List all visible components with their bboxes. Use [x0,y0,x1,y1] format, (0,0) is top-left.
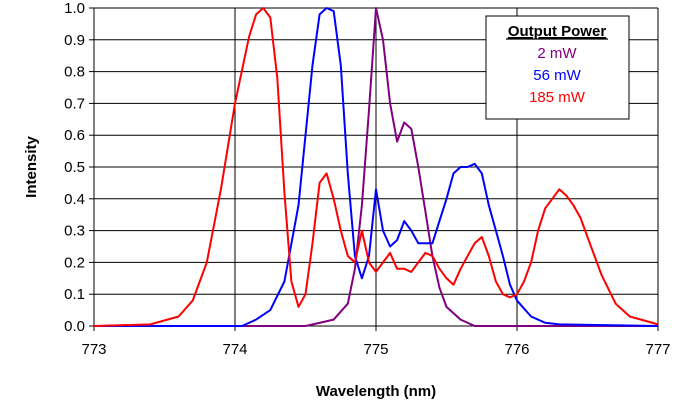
y-tick-label-0.3: 0.3 [64,223,85,240]
x-tick-label-775: 775 [363,341,388,358]
y-tick-label-0.4: 0.4 [64,191,85,208]
legend-entry-56mw: 56 mW [533,67,581,84]
x-tick-label-774: 774 [222,341,247,358]
x-axis-title: Wavelength (nm) [316,383,436,400]
y-tick-label-1.0: 1.0 [64,0,85,17]
series-line-185mw [93,7,659,327]
legend: Output Power 2 mW 56 mW 185 mW [485,15,630,120]
x-tick-label-773: 773 [81,341,106,358]
series-lines [93,7,659,327]
legend-entry-2mw: 2 mW [537,45,577,62]
y-tick-label-0.1: 0.1 [64,286,85,303]
y-axis-title: Intensity [23,136,40,198]
tick-labels: 0.0 0.1 0.2 0.3 0.4 0.5 0.6 0.7 0.8 0.9 1.0 773 774 7… [64,0,670,358]
legend-title: Output Power [508,23,606,40]
x-tick-label-776: 776 [504,341,529,358]
legend-box [485,15,630,120]
y-tick-label-0.8: 0.8 [64,64,85,81]
x-tick-label-777: 777 [645,341,670,358]
y-tick-label-0.6: 0.6 [64,127,85,144]
y-tick-label-0.2: 0.2 [64,254,85,271]
y-tick-label-0.0: 0.0 [64,318,85,335]
y-tick-label-0.9: 0.9 [64,32,85,49]
series-line-2mw [94,7,658,327]
y-tick-label-0.7: 0.7 [64,95,85,112]
legend-entry-185mw: 185 mW [529,89,586,106]
y-tick-label-0.5: 0.5 [64,159,85,176]
series-line-56mw [94,7,659,327]
